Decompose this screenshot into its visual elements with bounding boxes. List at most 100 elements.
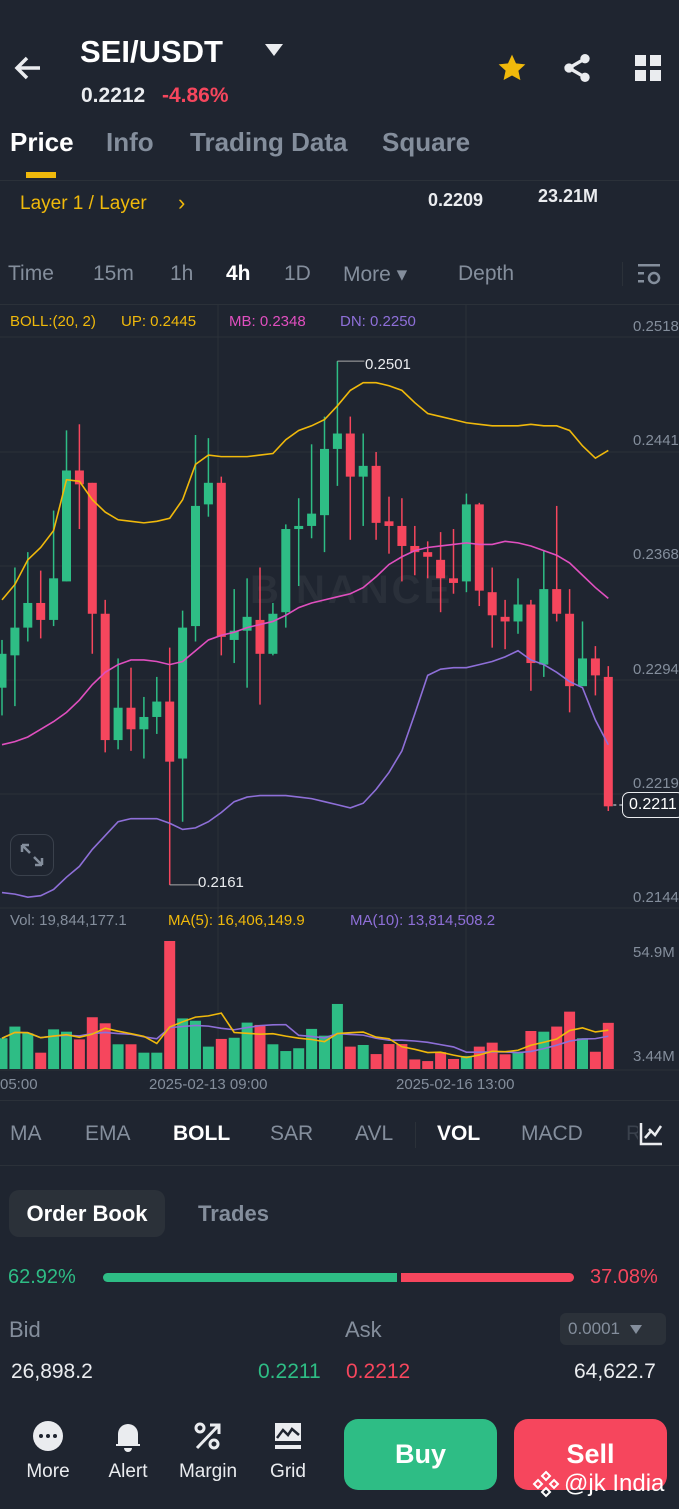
volume-bar xyxy=(215,1038,227,1069)
volume-bar xyxy=(448,1058,459,1069)
timeframe-depth[interactable]: Depth xyxy=(458,262,515,285)
bid-price[interactable]: 0.2211 xyxy=(258,1360,321,1383)
precision-select[interactable]: 0.0001 xyxy=(560,1313,666,1345)
candle-body xyxy=(126,707,136,730)
indicator-boll[interactable]: BOLL xyxy=(173,1122,231,1145)
volume-bar xyxy=(435,1052,447,1069)
ask-quantity: 64,622.7 xyxy=(574,1360,656,1383)
volume-value: 23.21M xyxy=(538,186,599,206)
tab-price[interactable]: Price xyxy=(10,127,74,157)
expand-chart-button[interactable] xyxy=(10,834,54,876)
nav-more[interactable]: More xyxy=(13,1420,83,1483)
candle-body xyxy=(139,716,149,730)
volume-bar xyxy=(112,1044,124,1069)
volume-bar xyxy=(254,1024,266,1069)
sell-button[interactable]: Sell xyxy=(514,1419,667,1490)
timeframe-1h[interactable]: 1h xyxy=(170,262,194,285)
price-change: -4.86% xyxy=(162,84,229,107)
candle-body xyxy=(281,529,291,613)
dropdown-caret-icon[interactable] xyxy=(264,43,284,57)
volume-bar xyxy=(602,1022,614,1069)
divider xyxy=(622,262,623,286)
candle-body xyxy=(500,616,510,622)
candle-body xyxy=(62,470,71,582)
candle-body xyxy=(358,465,368,477)
candle-body xyxy=(487,592,497,616)
indicator-sar[interactable]: SAR xyxy=(270,1122,314,1145)
indicator-partial[interactable]: R xyxy=(626,1122,642,1145)
candle-body xyxy=(216,482,226,637)
volume-bar xyxy=(293,1048,305,1069)
ask-header: Ask xyxy=(345,1317,382,1342)
vol-ma10-value: MA(10): 13,814,508.2 xyxy=(350,912,496,929)
indicator-vol[interactable]: VOL xyxy=(437,1122,481,1145)
candle-body xyxy=(603,676,613,807)
timeframe-1d[interactable]: 1D xyxy=(284,262,311,285)
nav-more-label: More xyxy=(26,1461,70,1482)
bell-icon xyxy=(116,1424,140,1452)
volume-bar xyxy=(86,1017,98,1069)
volume-bar xyxy=(61,1031,72,1069)
vol-value: Vol: 19,844,177.1 xyxy=(10,912,127,929)
ask-price[interactable]: 0.2212 xyxy=(346,1360,411,1383)
volume-bar xyxy=(73,1039,85,1069)
candle-body xyxy=(371,465,381,523)
timeframe-more[interactable]: More ▾ xyxy=(343,263,408,286)
volume-bar xyxy=(422,1061,434,1069)
tab-trades[interactable]: Trades xyxy=(198,1201,269,1226)
buy-button[interactable]: Buy xyxy=(344,1419,497,1490)
more-dots-icon xyxy=(33,1421,63,1451)
candle-body xyxy=(100,613,110,741)
precision-value: 0.0001 xyxy=(568,1319,620,1338)
indicator-ema[interactable]: EMA xyxy=(85,1122,131,1145)
divider xyxy=(415,1122,416,1148)
expand-icon xyxy=(20,843,44,867)
last-price: 0.2212 xyxy=(81,84,146,107)
candle-body xyxy=(552,589,562,614)
category-tag[interactable]: Layer 1 / Layer xyxy=(20,193,147,214)
tab-order-book[interactable]: Order Book xyxy=(9,1190,165,1237)
bid-ratio-fill xyxy=(103,1273,398,1282)
volume-bar xyxy=(202,1046,214,1069)
volume-bar xyxy=(409,1059,421,1069)
indicator-settings-icon[interactable] xyxy=(638,1121,664,1147)
price-chart[interactable] xyxy=(0,0,679,1100)
volume-bar xyxy=(280,1051,292,1069)
chart-settings-icon[interactable] xyxy=(637,262,663,288)
volume-bar xyxy=(396,1044,408,1069)
nav-margin[interactable]: Margin xyxy=(173,1420,243,1483)
boll-up-value: UP: 0.2445 xyxy=(121,313,197,330)
nav-alert-label: Alert xyxy=(108,1461,148,1482)
candle-body xyxy=(526,604,536,664)
volume-bar xyxy=(99,1023,111,1069)
volume-bar xyxy=(22,1033,34,1069)
tab-info[interactable]: Info xyxy=(106,127,154,157)
back-button[interactable] xyxy=(12,52,44,89)
volume-bar xyxy=(499,1054,511,1069)
tab-trading-data[interactable]: Trading Data xyxy=(190,127,348,157)
chevron-right-icon[interactable]: › xyxy=(178,190,186,215)
pair-title[interactable]: SEI/USDT xyxy=(80,34,223,69)
nav-grid[interactable]: Grid xyxy=(253,1420,323,1483)
star-icon[interactable] xyxy=(496,52,528,84)
grid-menu-icon[interactable] xyxy=(634,54,662,82)
vol-axis-min: 3.44M xyxy=(633,1048,675,1065)
nav-alert[interactable]: Alert xyxy=(93,1420,163,1483)
candle-body xyxy=(36,602,46,620)
tab-square[interactable]: Square xyxy=(382,127,471,157)
volume-bar xyxy=(0,1038,8,1069)
indicator-ma[interactable]: MA xyxy=(10,1122,42,1145)
candle-body xyxy=(384,521,394,526)
overlay-watermark-text: @jk India xyxy=(564,1470,665,1497)
timeframe-4h[interactable]: 4h xyxy=(226,262,251,285)
volume-bar xyxy=(525,1030,537,1069)
boll-mb-value: MB: 0.2348 xyxy=(229,313,306,330)
volume-bar xyxy=(9,1026,21,1069)
candle-body xyxy=(255,619,265,654)
indicator-avl[interactable]: AVL xyxy=(355,1122,394,1145)
timeframe-time[interactable]: Time xyxy=(8,262,54,285)
share-icon[interactable] xyxy=(561,52,593,84)
timeframe-15m[interactable]: 15m xyxy=(93,262,134,285)
candle-body xyxy=(191,505,200,627)
indicator-macd[interactable]: MACD xyxy=(521,1122,583,1145)
